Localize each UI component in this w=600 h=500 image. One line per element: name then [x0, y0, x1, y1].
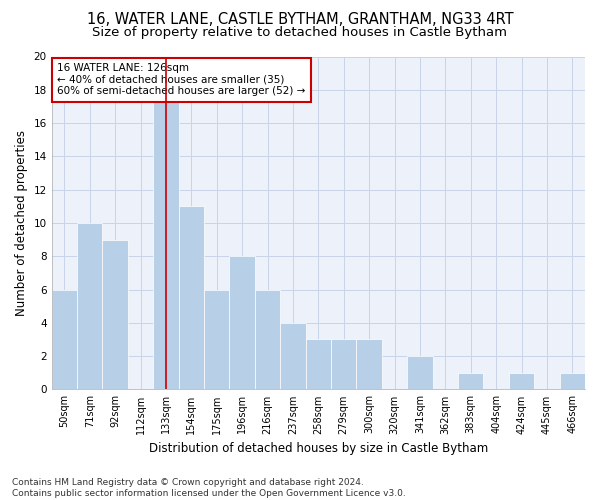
Bar: [229, 256, 255, 390]
Bar: [560, 373, 585, 390]
Bar: [305, 340, 331, 390]
Bar: [103, 240, 128, 390]
Bar: [204, 290, 229, 390]
Bar: [77, 223, 103, 390]
Text: 16, WATER LANE, CASTLE BYTHAM, GRANTHAM, NG33 4RT: 16, WATER LANE, CASTLE BYTHAM, GRANTHAM,…: [86, 12, 514, 28]
Bar: [52, 290, 77, 390]
Bar: [280, 323, 305, 390]
Bar: [255, 290, 280, 390]
Bar: [153, 73, 179, 390]
Text: Contains HM Land Registry data © Crown copyright and database right 2024.
Contai: Contains HM Land Registry data © Crown c…: [12, 478, 406, 498]
Text: 16 WATER LANE: 126sqm
← 40% of detached houses are smaller (35)
60% of semi-deta: 16 WATER LANE: 126sqm ← 40% of detached …: [57, 63, 305, 96]
Y-axis label: Number of detached properties: Number of detached properties: [15, 130, 28, 316]
Bar: [179, 206, 204, 390]
Bar: [356, 340, 382, 390]
Text: Size of property relative to detached houses in Castle Bytham: Size of property relative to detached ho…: [92, 26, 508, 39]
Bar: [509, 373, 534, 390]
Bar: [407, 356, 433, 390]
X-axis label: Distribution of detached houses by size in Castle Bytham: Distribution of detached houses by size …: [149, 442, 488, 455]
Bar: [331, 340, 356, 390]
Bar: [458, 373, 484, 390]
